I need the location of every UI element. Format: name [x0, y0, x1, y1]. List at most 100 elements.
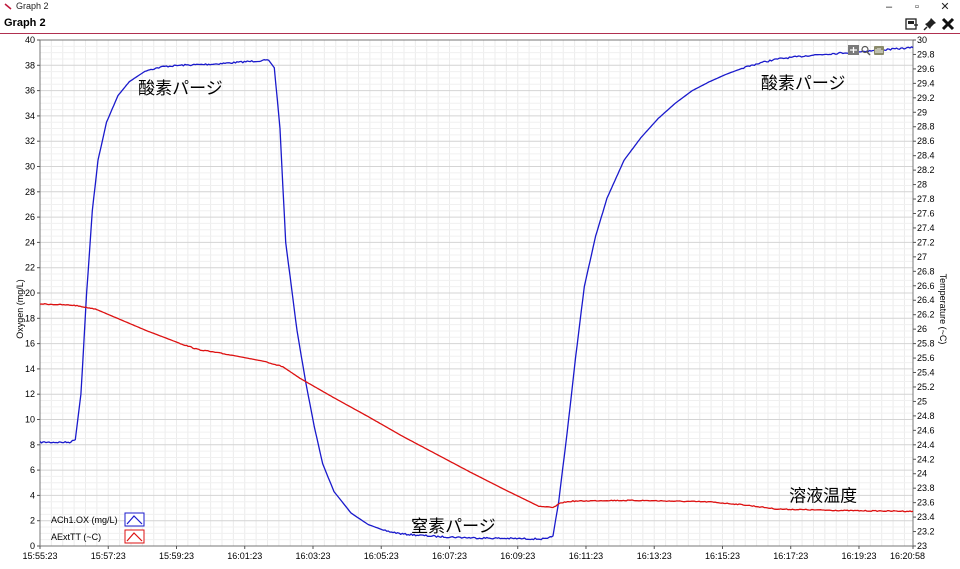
left-axis-label: Oxygen (mg/L)	[15, 279, 25, 339]
zoom-toolbar	[848, 45, 884, 56]
x-tick-label: 16:20:58	[890, 551, 925, 561]
export-icon[interactable]	[904, 16, 920, 32]
annotation-label: 酸素パージ	[138, 79, 223, 98]
close-icon[interactable]: ✕	[940, 1, 950, 13]
left-tick-label: 36	[25, 86, 35, 96]
x-tick-label: 16:13:23	[637, 551, 672, 561]
x-tick-label: 16:09:23	[500, 551, 535, 561]
right-tick-label: 23.6	[917, 498, 935, 508]
right-tick-label: 27.8	[917, 194, 935, 204]
hand-icon[interactable]	[874, 46, 884, 55]
right-tick-label: 23.4	[917, 512, 935, 522]
right-tick-label: 27.2	[917, 237, 935, 247]
right-tick-label: 24	[917, 469, 927, 479]
x-tick-label: 16:11:23	[569, 551, 603, 561]
right-tick-label: 25.2	[917, 382, 935, 392]
right-tick-label: 26.6	[917, 281, 935, 291]
right-tick-label: 23	[917, 541, 927, 551]
x-tick-label: 15:59:23	[159, 551, 194, 561]
right-tick-label: 29.6	[917, 64, 935, 74]
right-tick-label: 26.2	[917, 310, 935, 320]
right-tick-label: 25.8	[917, 339, 935, 349]
x-axis-ticks: 15:55:23 15:57:23 15:59:23 16:01:23 16:03:23…	[22, 546, 925, 561]
right-tick-label: 28	[917, 180, 927, 190]
app-logo-icon	[4, 3, 12, 10]
right-tick-label: 26.8	[917, 266, 935, 276]
x-tick-label: 16:01:23	[227, 551, 262, 561]
left-tick-label: 2	[30, 516, 35, 526]
restore-icon[interactable]: ▫	[915, 1, 919, 13]
legend: ACh1.OX (mg/L) AExtTT (~C)	[51, 512, 145, 544]
left-tick-label: 28	[25, 187, 35, 197]
right-tick-label: 24.6	[917, 425, 935, 435]
left-tick-label: 38	[25, 60, 35, 70]
left-tick-label: 8	[30, 440, 35, 450]
graph-header	[0, 15, 960, 34]
x-tick-label: 16:03:23	[295, 551, 330, 561]
right-tick-label: 23.2	[917, 527, 935, 537]
left-tick-label: 40	[25, 35, 35, 45]
right-tick-label: 25.4	[917, 368, 935, 378]
x-tick-label: 16:19:23	[841, 551, 876, 561]
series-group	[39, 46, 914, 541]
right-tick-label: 29	[917, 107, 927, 117]
annotation-label: 酸素パージ	[761, 74, 846, 93]
annotation-label: 溶液温度	[789, 486, 857, 505]
x-tick-label: 15:55:23	[22, 551, 57, 561]
left-tick-label: 4	[30, 490, 35, 500]
left-tick-label: 16	[25, 339, 35, 349]
right-tick-label: 29.4	[917, 78, 935, 88]
left-tick-label: 6	[30, 465, 35, 475]
right-tick-label: 27.6	[917, 208, 935, 218]
x-tick-label: 16:05:23	[364, 551, 399, 561]
right-tick-label: 29.2	[917, 93, 935, 103]
right-tick-label: 28.4	[917, 151, 935, 161]
right-tick-label: 27.4	[917, 223, 935, 233]
x-tick-label: 16:15:23	[705, 551, 740, 561]
legend-swatch-temperature[interactable]	[124, 529, 145, 544]
right-axis-label: Temperature (~C)	[938, 274, 948, 345]
legend-swatch-oxygen[interactable]	[124, 512, 145, 527]
legend-label-temperature: AExtTT (~C)	[51, 532, 101, 542]
x-tick-label: 16:17:23	[773, 551, 808, 561]
left-tick-label: 0	[30, 541, 35, 551]
left-tick-label: 18	[25, 313, 35, 323]
right-tick-label: 26.4	[917, 295, 935, 305]
right-tick-label: 24.4	[917, 440, 935, 450]
right-tick-label: 26	[917, 324, 927, 334]
left-tick-label: 30	[25, 162, 35, 172]
series-line-temperature	[39, 303, 914, 513]
annotation-label: 窒素パージ	[411, 517, 496, 536]
right-tick-label: 29.8	[917, 49, 935, 59]
right-tick-label: 28.6	[917, 136, 935, 146]
right-tick-label: 23.8	[917, 483, 935, 493]
left-tick-label: 10	[25, 415, 35, 425]
zoom-icon[interactable]	[861, 45, 871, 56]
legend-label-oxygen: ACh1.OX (mg/L)	[51, 515, 118, 525]
x-tick-label: 15:57:23	[91, 551, 126, 561]
right-tick-label: 28.8	[917, 122, 935, 132]
pin-icon[interactable]	[922, 16, 938, 32]
left-tick-label: 14	[25, 364, 35, 374]
close-graph-icon[interactable]	[940, 16, 956, 32]
x-tick-label: 16:07:23	[432, 551, 467, 561]
right-tick-label: 25.6	[917, 353, 935, 363]
minimize-icon[interactable]: –	[885, 1, 893, 13]
right-axis-ticks: 23 23.2 23.4 23.6 23.8 24 24.2 24.4 24.6 24.8 25 25…	[913, 35, 935, 551]
window-title-bar: Graph 2 – ▫ ✕	[0, 0, 960, 15]
right-tick-label: 27	[917, 252, 927, 262]
series-line-oxygen	[39, 46, 914, 541]
right-tick-label: 25	[917, 396, 927, 406]
left-tick-label: 20	[25, 288, 35, 298]
graph-panel-title: Graph 2	[4, 17, 46, 29]
left-tick-label: 24	[25, 237, 35, 247]
left-tick-label: 34	[25, 111, 35, 121]
left-tick-label: 12	[25, 389, 35, 399]
right-tick-label: 24.8	[917, 411, 935, 421]
left-tick-label: 22	[25, 263, 35, 273]
right-tick-label: 24.2	[917, 454, 935, 464]
chart-grid	[39, 39, 913, 547]
